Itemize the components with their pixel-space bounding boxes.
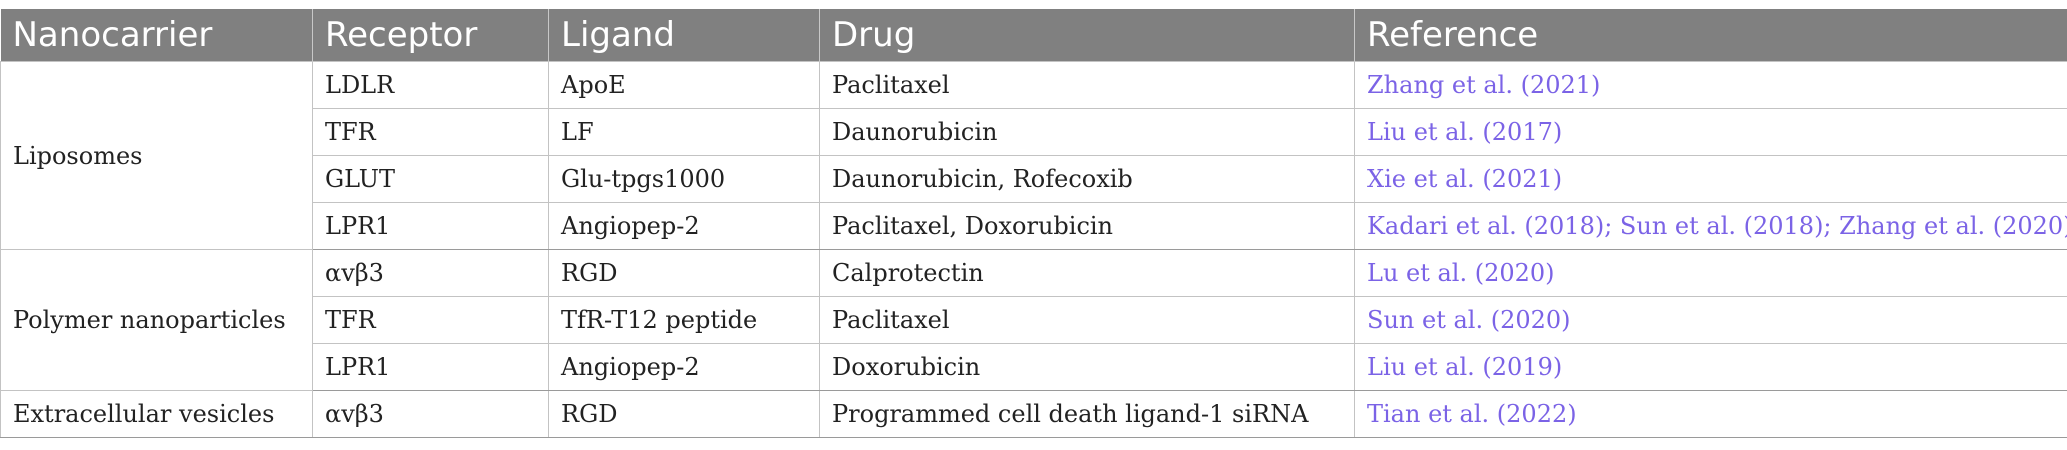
header-reference: Reference (1354, 9, 2067, 62)
ligand-cell: ApoE (548, 61, 820, 109)
reference-link[interactable]: Liu et al. (2017) (1354, 108, 2067, 156)
receptor-cell: LPR1 (312, 343, 549, 391)
header-row: Nanocarrier Receptor Ligand Drug Referen… (0, 9, 2067, 62)
receptor-cell: αvβ3 (312, 249, 549, 297)
reference-link[interactable]: Xie et al. (2021) (1354, 155, 2067, 203)
drug-cell: Doxorubicin (819, 343, 1355, 391)
nanocarrier-cell: Polymer nanoparticles (0, 249, 313, 391)
drug-cell: Programmed cell death ligand-1 siRNA (819, 390, 1355, 438)
drug-cell: Calprotectin (819, 249, 1355, 297)
header-nanocarrier: Nanocarrier (0, 9, 313, 62)
receptor-cell: GLUT (312, 155, 549, 203)
reference-link[interactable]: Kadari et al. (2018); Sun et al. (2018);… (1354, 202, 2067, 250)
nanocarrier-cell: Extracellular vesicles (0, 390, 313, 438)
reference-link[interactable]: Liu et al. (2019) (1354, 343, 2067, 391)
table-row: Extracellular vesicles αvβ3 RGD Programm… (0, 390, 2067, 438)
ligand-cell: RGD (548, 249, 820, 297)
drug-cell: Daunorubicin (819, 108, 1355, 156)
table-header: Nanocarrier Receptor Ligand Drug Referen… (0, 9, 2067, 62)
receptor-cell: αvβ3 (312, 390, 549, 438)
nanocarrier-table: Nanocarrier Receptor Ligand Drug Referen… (0, 9, 2067, 438)
ligand-cell: Glu-tpgs1000 (548, 155, 820, 203)
nanocarrier-cell: Liposomes (0, 61, 313, 250)
ligand-cell: Angiopep-2 (548, 343, 820, 391)
table-row: Liposomes LDLR ApoE Paclitaxel Zhang et … (0, 61, 2067, 250)
drug-cell: Paclitaxel (819, 296, 1355, 344)
receptor-cell: LDLR (312, 61, 549, 109)
reference-link[interactable]: Zhang et al. (2021) (1354, 61, 2067, 109)
header-ligand: Ligand (548, 9, 820, 62)
drug-cell: Paclitaxel (819, 61, 1355, 109)
table-row: TFR TfR-T12 peptide Paclitaxel Sun et al… (1, 296, 2067, 344)
table-row: Polymer nanoparticles αvβ3 RGD Calprotec… (0, 249, 2067, 391)
ligand-cell: TfR-T12 peptide (548, 296, 820, 344)
reference-link[interactable]: Sun et al. (2020) (1354, 296, 2067, 344)
table-row: LPR1 Angiopep-2 Paclitaxel, Doxorubicin … (1, 202, 2067, 250)
reference-link[interactable]: Tian et al. (2022) (1354, 390, 2067, 438)
ligand-cell: LF (548, 108, 820, 156)
ligand-cell: RGD (548, 390, 820, 438)
ligand-cell: Angiopep-2 (548, 202, 820, 250)
reference-link[interactable]: Lu et al. (2020) (1354, 249, 2067, 297)
table-body: Liposomes LDLR ApoE Paclitaxel Zhang et … (0, 61, 2067, 438)
table-row: LPR1 Angiopep-2 Doxorubicin Liu et al. (… (1, 343, 2067, 391)
header-receptor: Receptor (312, 9, 549, 62)
receptor-cell: LPR1 (312, 202, 549, 250)
header-drug: Drug (819, 9, 1355, 62)
drug-cell: Paclitaxel, Doxorubicin (819, 202, 1355, 250)
receptor-cell: TFR (312, 296, 549, 344)
receptor-cell: TFR (312, 108, 549, 156)
drug-cell: Daunorubicin, Rofecoxib (819, 155, 1355, 203)
